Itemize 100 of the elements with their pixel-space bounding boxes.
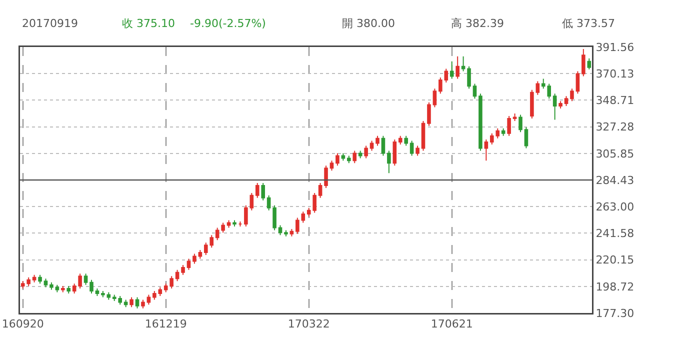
candlestick: [72, 283, 76, 294]
candlestick: [106, 292, 111, 300]
candlestick: [364, 145, 368, 159]
y-tick-label: 198.72: [596, 280, 634, 294]
candlestick: [146, 294, 151, 306]
y-tick-label: 327.28: [596, 120, 634, 134]
candlestick: [38, 274, 42, 284]
candlestick: [266, 194, 271, 211]
candlestick: [272, 204, 276, 231]
candlestick: [290, 228, 294, 237]
candlestick: [198, 250, 202, 260]
candlestick: [587, 58, 592, 70]
y-tick-label: 177.30: [596, 306, 634, 320]
candlestick: [558, 100, 562, 110]
candlestick: [192, 253, 196, 264]
candlestick: [84, 273, 88, 286]
candlestick: [101, 290, 105, 298]
candlestick: [226, 220, 231, 228]
candlestick: [95, 288, 100, 296]
candlestick: [530, 89, 534, 119]
candlestick: [255, 182, 260, 198]
candlestick: [467, 66, 471, 90]
y-tick-label: 348.71: [596, 94, 634, 108]
candlestick: [124, 299, 128, 308]
candlestick: [244, 204, 248, 227]
candlestick: [456, 56, 460, 80]
candlestick: [484, 139, 488, 162]
candlestick: [284, 230, 288, 237]
candlestick: [261, 182, 265, 201]
x-tick-label: 170322: [288, 318, 330, 331]
y-tick-label: 391.56: [596, 40, 634, 54]
candlestick: [330, 160, 334, 172]
x-tick-label: 161219: [144, 318, 187, 331]
x-tick-label: 170621: [430, 318, 473, 331]
candlestick: [358, 150, 362, 159]
candlestick: [324, 165, 328, 188]
candlestick: [518, 114, 522, 133]
candlestick: [221, 222, 225, 234]
text: 開 380.00: [342, 17, 395, 30]
candlestick: [66, 286, 71, 294]
candlestick: [250, 192, 254, 211]
candlestick: [570, 88, 574, 102]
candlestick: [524, 126, 528, 149]
candlestick: [381, 135, 386, 156]
candlestick: [501, 128, 506, 136]
y-tick-label: 370.13: [596, 67, 634, 80]
candlestick: [478, 93, 482, 152]
candlestick: [278, 224, 282, 236]
text: 低 373.57: [562, 17, 615, 30]
candlestick: [352, 150, 357, 164]
candlestick: [427, 102, 431, 126]
candlestick: [78, 273, 82, 290]
candlestick: [421, 120, 426, 152]
candlestick: [44, 278, 48, 288]
candlestick: [135, 296, 140, 309]
candlestick: [370, 140, 374, 152]
y-tick-label: 220.15: [596, 254, 634, 267]
candlestick: [512, 112, 517, 122]
text: 收 375.10: [122, 17, 175, 30]
candlestick: [341, 152, 346, 162]
candlestick: [238, 221, 242, 227]
y-tick-label: 263.00: [596, 200, 634, 214]
candlestick: [336, 152, 340, 166]
candlestick: [432, 88, 437, 108]
candlestick: [472, 83, 477, 100]
candlestick: [376, 135, 380, 146]
x-tick-label: 160920: [2, 318, 44, 331]
candlestick: [90, 279, 94, 294]
candlestick: [181, 264, 185, 276]
candlestick: [410, 140, 414, 156]
candlestick: [552, 93, 557, 120]
text: 20170919: [22, 17, 78, 30]
candlestick: [507, 115, 511, 136]
candlestick: [416, 145, 420, 156]
candlestick: [392, 139, 397, 166]
y-tick-label: 305.85: [596, 147, 634, 160]
candlestick: [130, 296, 134, 308]
y-tick-label: 241.58: [596, 227, 634, 240]
candlestick: [61, 286, 65, 293]
candlestick: [55, 284, 60, 293]
candlestick: [186, 258, 191, 270]
candlestick: [536, 80, 540, 96]
candlestick: [232, 220, 236, 227]
candlestick: [141, 299, 145, 309]
candlestick: [582, 48, 586, 77]
y-tick-label: 284.43: [596, 174, 634, 187]
text: 高 382.39: [451, 17, 504, 30]
candlestick: [32, 274, 36, 283]
candlestick: [215, 227, 220, 241]
candlestick: [461, 56, 466, 72]
candlestick: [404, 135, 408, 146]
candlestick: [387, 150, 391, 174]
candlestick: [576, 70, 580, 94]
candlestick: [347, 155, 351, 164]
candlestick: [450, 60, 454, 80]
candlestick: [398, 135, 402, 146]
candlestick: [564, 96, 568, 107]
candlestick: [175, 269, 180, 282]
candlestick: [318, 182, 322, 198]
candlestick: [50, 282, 54, 290]
